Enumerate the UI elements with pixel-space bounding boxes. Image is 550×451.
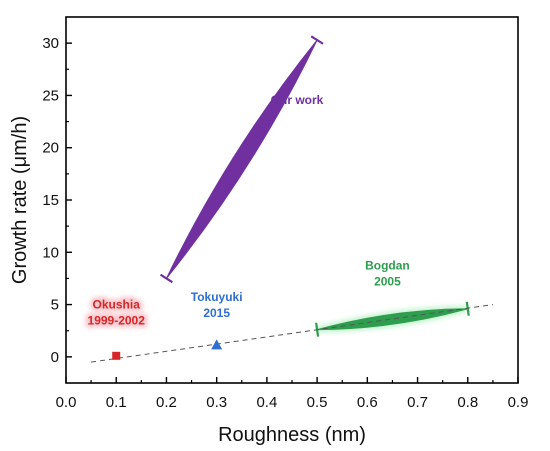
x-tick-label: 0.1 [106,394,127,411]
annotation-label: Bogdan [365,259,410,273]
x-tick-label: 0.4 [256,394,277,411]
annotation-label: 2005 [374,275,401,289]
annotation-label: 2015 [203,306,230,320]
x-tick-label: 0.7 [407,394,428,411]
x-tick-label: 0.6 [357,394,378,411]
x-tick-label: 0.3 [206,394,227,411]
annotations: Our workBogdan2005OkushiaOkushia1999-200… [88,93,410,328]
annotation-label: Okushia [93,297,141,311]
annotation-label: Our work [271,93,324,107]
annotation-label: 1999-2002 [88,313,146,327]
y-tick-label: 30 [42,35,59,52]
x-tick-label: 0.9 [508,394,529,411]
x-tick-label: 0.0 [56,394,77,411]
annotation-label: Tokuyuki [191,290,243,304]
y-tick-label: 0 [51,349,59,366]
range-endcap [311,36,323,43]
square-marker [112,352,120,360]
y-tick-label: 10 [42,244,59,261]
range-endcap [161,275,173,282]
triangle-marker [211,339,222,349]
x-axis-ticks: 0.0 0.1 0.2 0.3 0.4 0.5 0.6 0.7 0.8 0.9 [56,377,529,411]
y-tick-label: 20 [42,140,59,157]
y-axis-title: Growth rate (μm/h) [9,116,31,284]
y-tick-label: 15 [42,192,59,209]
y-axis-ticks: 0 5 10 15 20 25 30 [42,35,72,366]
y-tick-label: 25 [42,87,59,104]
y-tick-label: 5 [51,297,59,314]
range-band [166,40,317,278]
x-tick-label: 0.5 [307,394,328,411]
trendline [91,305,493,363]
x-axis-title: Roughness (nm) [218,424,366,446]
x-tick-label: 0.2 [156,394,177,411]
x-tick-label: 0.8 [457,394,478,411]
